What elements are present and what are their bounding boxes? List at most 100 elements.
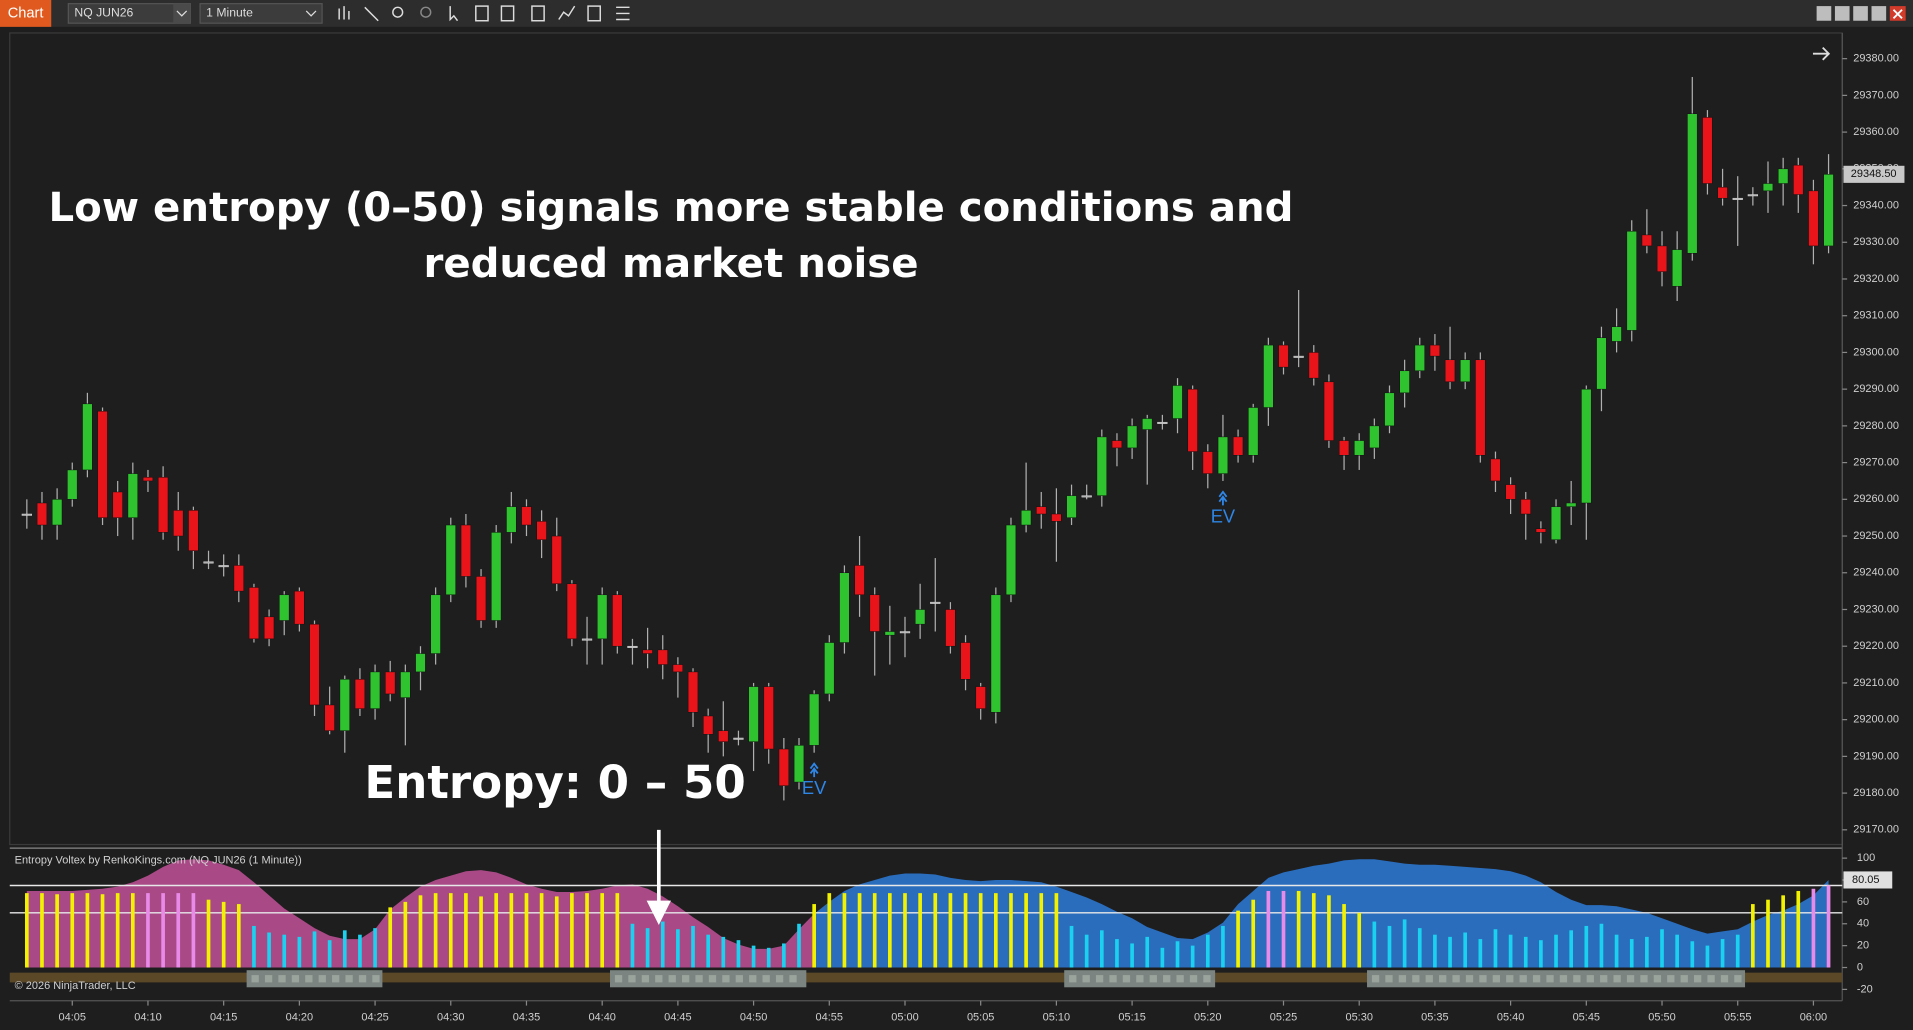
entropy-bar xyxy=(494,893,499,968)
instrument-dropdown[interactable] xyxy=(173,3,191,24)
candle-body xyxy=(824,642,835,695)
zone-dot xyxy=(264,975,273,983)
entropy-bar xyxy=(1478,939,1483,968)
entropy-bar xyxy=(1160,947,1165,968)
candle-body xyxy=(1384,392,1395,427)
instrument-label[interactable]: NQ JUN26 xyxy=(74,6,133,20)
entropy-bar xyxy=(1069,925,1074,968)
candle-body xyxy=(1369,425,1380,449)
menu-icon[interactable] xyxy=(616,6,630,21)
zone-dot xyxy=(1439,975,1447,983)
entropy-bar xyxy=(1402,919,1407,968)
properties-icon[interactable] xyxy=(475,5,489,22)
x-tick-label: 04:45 xyxy=(664,1012,691,1024)
entropy-bar xyxy=(252,925,256,968)
entropy-bar xyxy=(267,932,271,968)
entropy-bar xyxy=(403,901,408,968)
entropy-bar xyxy=(963,893,968,968)
candle-body xyxy=(1460,359,1471,383)
y-tick-label: 40 xyxy=(1857,918,1869,930)
scroll-right-button[interactable] xyxy=(1812,46,1831,61)
marks: 29380.0029370.0029360.0029350.0029340.00… xyxy=(9,53,1905,1024)
y-tick-label: 29270.00 xyxy=(1853,457,1899,469)
zoom-in-icon[interactable] xyxy=(392,6,404,18)
entropy-bar xyxy=(827,893,832,968)
chart-tab[interactable] xyxy=(0,0,52,27)
candle-body xyxy=(521,506,532,526)
bars-icon[interactable] xyxy=(338,6,350,20)
interval-label[interactable]: 1 Minute xyxy=(206,6,253,20)
candle-body xyxy=(1157,421,1168,424)
data-box-icon[interactable] xyxy=(587,5,601,22)
entropy-bar xyxy=(706,934,710,968)
entropy-bar xyxy=(721,936,726,968)
zone-dot xyxy=(372,975,380,983)
candle-body xyxy=(687,671,699,713)
candle-body xyxy=(203,561,214,564)
candle-body xyxy=(67,469,78,500)
candle-body xyxy=(475,576,487,621)
signal-arrow xyxy=(809,762,819,778)
candle-body xyxy=(1717,186,1728,199)
candle-body xyxy=(97,410,108,518)
zoom-out-icon[interactable] xyxy=(420,6,432,18)
x-tick-label: 04:05 xyxy=(59,1012,86,1024)
entropy-bar xyxy=(585,893,589,968)
maximize-button[interactable] xyxy=(1871,6,1887,21)
zone-dot xyxy=(345,975,353,983)
candle-body xyxy=(809,693,820,746)
zone-dot xyxy=(1559,975,1568,983)
candle-body xyxy=(1520,499,1531,515)
entropy-bar xyxy=(600,893,605,968)
zone-dot xyxy=(655,975,663,983)
entropy-bar xyxy=(978,893,983,968)
entropy-bar xyxy=(448,893,453,968)
indicators-icon[interactable] xyxy=(558,5,576,20)
x-tick-label: 05:05 xyxy=(967,1012,994,1024)
y-tick-label: 29310.00 xyxy=(1853,310,1899,322)
chart-tab-label[interactable]: Chart xyxy=(8,5,44,21)
entropy-bar xyxy=(418,895,423,968)
y-tick-label: 29190.00 xyxy=(1853,750,1899,762)
minimize-button[interactable] xyxy=(1853,6,1868,21)
candle-body xyxy=(1308,352,1319,379)
entropy-bar xyxy=(1735,934,1740,968)
candle-body xyxy=(339,679,350,731)
entropy-bar xyxy=(176,893,181,968)
x-tick-label: 05:25 xyxy=(1270,1012,1297,1024)
candle-body xyxy=(975,686,986,709)
x-tick-label: 06:00 xyxy=(1800,1012,1827,1024)
interval-selector[interactable] xyxy=(199,3,323,24)
zone-dot xyxy=(1082,975,1090,983)
y-tick-label: 29170.00 xyxy=(1853,824,1899,836)
candle-body xyxy=(1823,174,1834,247)
entropy-bar xyxy=(1236,910,1240,968)
zone-dot xyxy=(735,975,743,983)
candle-body xyxy=(21,513,32,516)
entropy-bar xyxy=(691,925,695,968)
x-tick-label: 04:55 xyxy=(816,1012,843,1024)
window-button[interactable] xyxy=(1816,6,1832,21)
candle-body xyxy=(1475,359,1486,456)
entropy-bar xyxy=(1221,925,1225,968)
entropy-bar xyxy=(191,893,196,968)
entropy-bar xyxy=(1190,945,1195,968)
toolbar-icons xyxy=(338,5,630,22)
entropy-bar xyxy=(433,893,438,968)
candle-body xyxy=(1232,436,1244,456)
draw-icon[interactable] xyxy=(364,6,379,22)
x-tick-label: 04:20 xyxy=(286,1012,313,1024)
x-tick-label: 04:40 xyxy=(588,1012,615,1024)
signal-arrow xyxy=(1218,490,1228,506)
strategies-icon[interactable] xyxy=(531,5,545,22)
zone-dot xyxy=(1546,975,1554,983)
templates-icon[interactable] xyxy=(500,5,515,22)
entropy-annotation: Entropy: 0 – 50 xyxy=(364,756,745,809)
window-button[interactable] xyxy=(1834,6,1850,21)
copyright: © 2026 NinjaTrader, LLC xyxy=(15,980,136,992)
entropy-bar xyxy=(1054,893,1059,968)
candle-body xyxy=(1747,194,1758,197)
candle-body xyxy=(1535,528,1547,533)
pointer-icon[interactable] xyxy=(449,6,459,22)
